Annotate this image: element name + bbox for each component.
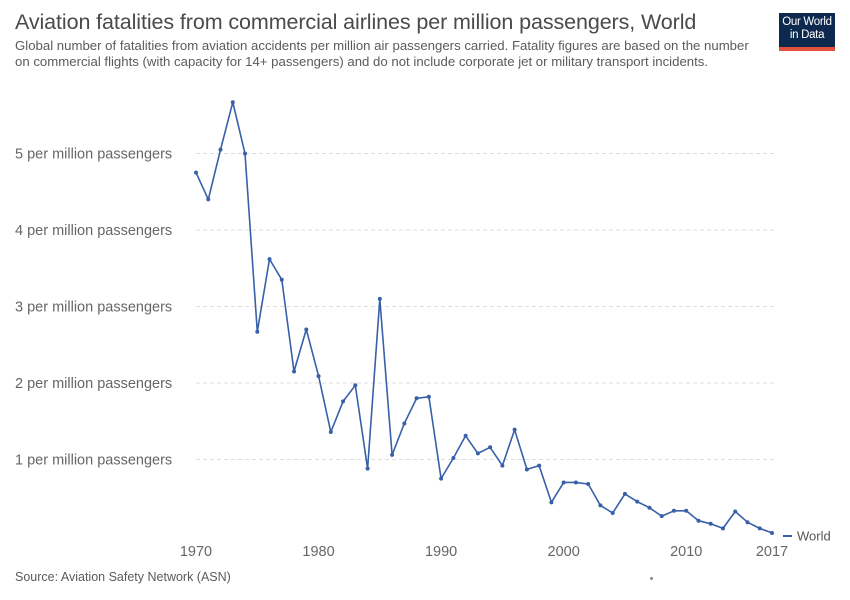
data-point-2008[interactable] (659, 514, 664, 519)
data-point-1998[interactable] (537, 463, 542, 468)
data-point-1981[interactable] (328, 429, 333, 434)
data-point-1973[interactable] (230, 100, 235, 105)
data-point-2012[interactable] (708, 521, 713, 526)
data-point-1989[interactable] (426, 394, 431, 399)
data-point-2014[interactable] (733, 509, 738, 514)
logo-line-1: Our World (782, 16, 832, 28)
source-note[interactable]: Source: Aviation Safety Network (ASN) (15, 570, 231, 584)
data-point-2000[interactable] (561, 480, 566, 485)
data-point-2002[interactable] (586, 481, 591, 486)
data-point-1975[interactable] (255, 329, 260, 334)
data-point-2011[interactable] (696, 518, 701, 523)
data-point-2016[interactable] (757, 526, 762, 531)
data-point-2003[interactable] (598, 503, 603, 508)
logo-line-2: in Data (789, 29, 825, 41)
data-point-1999[interactable] (549, 500, 554, 505)
data-point-2001[interactable] (573, 480, 578, 485)
series-world[interactable] (194, 100, 774, 535)
data-point-1971[interactable] (206, 197, 211, 202)
data-point-1978[interactable] (292, 369, 297, 374)
footer-dot (650, 577, 653, 580)
data-point-1996[interactable] (512, 427, 517, 432)
x-axis-ticks: 1970 1980 1990 2000 2010 2017 (180, 544, 788, 560)
x-tick-label-2010: 2010 (670, 544, 702, 560)
data-point-1972[interactable] (218, 147, 223, 152)
grid-lines (196, 153, 775, 460)
data-point-2009[interactable] (671, 508, 676, 513)
data-point-1982[interactable] (341, 399, 346, 404)
x-tick-label-1980: 1980 (302, 544, 334, 560)
data-point-1980[interactable] (316, 374, 321, 379)
data-point-1985[interactable] (377, 296, 382, 301)
legend-label-world[interactable]: World (797, 529, 831, 544)
data-point-1994[interactable] (488, 445, 493, 450)
y-tick-label-5: 5 per million passengers (15, 147, 172, 163)
data-point-1986[interactable] (390, 452, 395, 457)
data-point-1997[interactable] (524, 467, 529, 472)
y-axis-ticks: 1 per million passengers 2 per million pa… (15, 147, 172, 469)
data-point-2013[interactable] (720, 526, 725, 531)
data-point-1991[interactable] (451, 455, 456, 460)
data-point-1992[interactable] (463, 433, 468, 438)
data-point-2017[interactable] (770, 530, 774, 535)
y-tick-label-1: 1 per million passengers (15, 453, 172, 469)
data-point-1987[interactable] (402, 421, 407, 426)
data-point-2010[interactable] (684, 508, 689, 513)
data-point-1984[interactable] (365, 466, 370, 471)
our-world-in-data-logo[interactable]: Our World in Data (779, 13, 835, 51)
x-tick-label-1970: 1970 (180, 544, 212, 560)
data-point-1995[interactable] (500, 463, 505, 468)
series-line-world[interactable] (195, 101, 773, 534)
data-point-1977[interactable] (279, 277, 284, 282)
data-point-2015[interactable] (745, 520, 750, 525)
data-point-1976[interactable] (267, 257, 272, 262)
y-tick-label-4: 4 per million passengers (15, 223, 172, 239)
chart-title: Aviation fatalities from commercial airl… (15, 10, 697, 34)
y-tick-label-3: 3 per million passengers (15, 300, 172, 316)
data-point-2007[interactable] (647, 505, 652, 510)
legend[interactable]: World (783, 529, 831, 544)
data-point-1970[interactable] (194, 170, 198, 175)
chart-subtitle: Global number of fatalities from aviatio… (15, 38, 749, 69)
data-point-2006[interactable] (635, 499, 640, 504)
x-tick-label-2000: 2000 (548, 544, 580, 560)
data-point-1979[interactable] (304, 327, 309, 332)
data-point-2004[interactable] (610, 511, 615, 516)
data-point-2005[interactable] (622, 491, 627, 496)
data-point-1983[interactable] (353, 383, 358, 388)
x-tick-label-1990: 1990 (425, 544, 457, 560)
data-point-1993[interactable] (475, 451, 480, 456)
y-tick-label-2: 2 per million passengers (15, 376, 172, 392)
data-point-1974[interactable] (243, 151, 248, 156)
x-tick-label-2017: 2017 (756, 544, 788, 560)
data-point-1990[interactable] (439, 476, 444, 481)
data-point-1988[interactable] (414, 396, 419, 401)
